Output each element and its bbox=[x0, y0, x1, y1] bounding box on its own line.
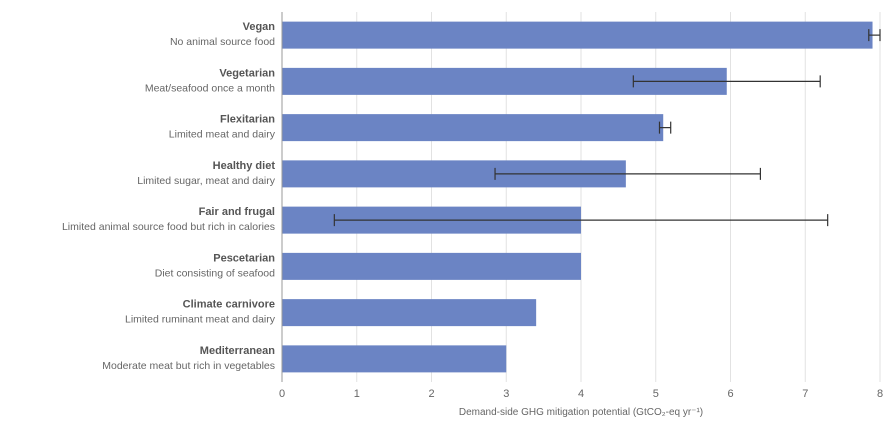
x-axis-label: Demand-side GHG mitigation potential (Gt… bbox=[459, 407, 703, 418]
x-tick-label: 0 bbox=[279, 388, 285, 400]
bars bbox=[282, 21, 873, 373]
x-tick-label: 8 bbox=[877, 388, 883, 400]
category-name: Vegan bbox=[243, 21, 276, 33]
x-tick-label: 6 bbox=[727, 388, 733, 400]
category-name: Healthy diet bbox=[213, 160, 276, 172]
error-bars bbox=[333, 29, 881, 227]
x-tick-label: 4 bbox=[578, 388, 584, 400]
x-tick-label: 2 bbox=[428, 388, 434, 400]
bar bbox=[282, 21, 873, 49]
category-description: Meat/seafood once a month bbox=[145, 82, 275, 94]
x-tick-label: 3 bbox=[503, 388, 509, 400]
category-name: Mediterranean bbox=[200, 345, 275, 357]
category-labels: Vegan No animal source food Vegetarian Meat… bbox=[62, 21, 276, 372]
category-name: Flexitarian bbox=[220, 114, 275, 126]
category-name: Vegetarian bbox=[219, 67, 275, 79]
x-tick-labels: 0 1 2 3 4 5 6 7 8 bbox=[279, 388, 883, 400]
category-description: Limited sugar, meat and dairy bbox=[137, 175, 275, 187]
category-name: Pescetarian bbox=[213, 252, 275, 264]
category-name: Fair and frugal bbox=[199, 206, 275, 218]
category-description: Moderate meat but rich in vegetables bbox=[102, 360, 275, 372]
category-name: Climate carnivore bbox=[183, 299, 275, 311]
grid-lines bbox=[356, 12, 881, 382]
category-description: Limited ruminant meat and dairy bbox=[125, 314, 276, 326]
x-tick-label: 1 bbox=[354, 388, 360, 400]
bar bbox=[282, 252, 581, 280]
category-description: Limited meat and dairy bbox=[169, 129, 276, 141]
category-description: Diet consisting of seafood bbox=[155, 267, 275, 279]
bar bbox=[282, 299, 537, 327]
x-tick-label: 5 bbox=[653, 388, 659, 400]
category-description: Limited animal source food but rich in c… bbox=[62, 221, 275, 233]
x-tick-label: 7 bbox=[802, 388, 808, 400]
category-description: No animal source food bbox=[170, 36, 275, 48]
bar bbox=[282, 345, 507, 373]
bar bbox=[282, 114, 664, 142]
